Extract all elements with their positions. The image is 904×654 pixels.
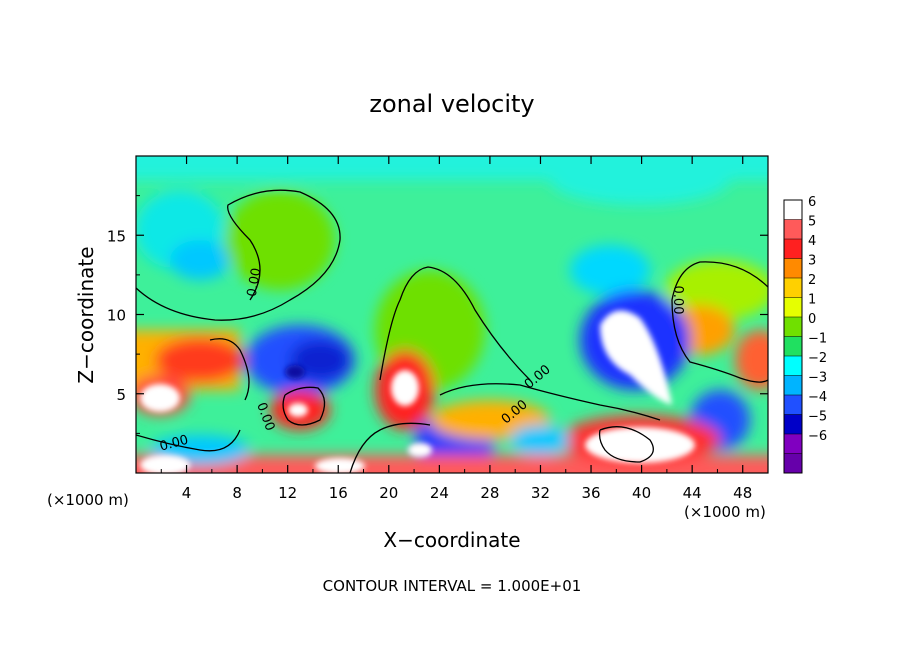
chart-title: zonal velocity [369,90,534,118]
colorbar-swatch [784,258,802,279]
y-tick-label: 10 [107,307,126,325]
x-tick-label: 12 [278,484,297,502]
contour-label: 0.00 [670,286,685,315]
heatmap-field [136,156,768,473]
colorbar-label: −1 [808,332,827,347]
colorbar-label: 4 [808,234,816,249]
colorbar-label: −3 [808,371,827,386]
contour-label: 0.00 [158,433,190,455]
colorbar-swatch [784,239,802,259]
x-axis-ticks: 4 8 12 16 20 24 28 32 36 40 44 48 [160,156,752,502]
y-axis-label: Z−coordinate [74,246,98,383]
x-axis-label: X−coordinate [383,528,520,552]
x-tick-label: 8 [232,484,242,502]
colorbar-swatch [784,375,802,396]
x-tick-label: 48 [733,484,752,502]
colorbar-swatch [784,278,802,298]
x-unit-left: (×1000 m) [47,491,129,509]
x-unit-right: (×1000 m) [684,503,766,521]
colorbar-label: 5 [808,215,816,230]
colorbar-swatch [784,434,802,454]
x-tick-label: 44 [683,484,702,502]
colorbar-label: 0 [808,312,816,327]
colorbar-label: 3 [808,254,816,269]
colorbar-swatch [784,336,802,357]
x-tick-label: 24 [430,484,449,502]
colorbar-label: 2 [808,273,816,288]
colorbar-swatch [784,356,802,376]
contour-label: 0.00 [245,267,265,298]
x-tick-label: 4 [182,484,192,502]
x-tick-label: 32 [531,484,550,502]
colorbar-swatch [784,317,802,337]
colorbar: 6 5 4 3 2 1 0 −1 −2 −3 −4 −5 −6 [783,195,827,474]
colorbar-swatch [784,414,802,435]
x-tick-label: 28 [480,484,499,502]
colorbar-label: −5 [808,410,827,425]
colorbar-swatch [784,297,802,318]
x-tick-label: 36 [581,484,600,502]
colorbar-label: −2 [808,351,827,366]
colorbar-label: 6 [808,195,816,210]
colorbar-swatch [784,453,802,474]
colorbar-swatch [784,219,802,240]
colorbar-label: 1 [808,293,816,308]
contour-interval-footer: CONTOUR INTERVAL = 1.000E+01 [323,577,582,595]
x-tick-label: 20 [379,484,398,502]
x-tick-label: 16 [329,484,348,502]
colorbar-label: −6 [808,429,827,444]
colorbar-swatch [784,200,802,220]
y-tick-label: 5 [116,386,126,404]
y-axis-ticks: 5 10 15 [107,195,768,434]
x-tick-label: 40 [632,484,651,502]
colorbar-swatch [784,395,802,415]
y-tick-label: 15 [107,227,126,245]
colorbar-label: −4 [808,390,827,405]
